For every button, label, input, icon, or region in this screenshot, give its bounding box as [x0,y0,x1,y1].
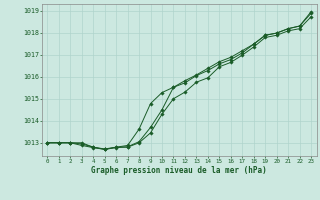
X-axis label: Graphe pression niveau de la mer (hPa): Graphe pression niveau de la mer (hPa) [91,166,267,175]
